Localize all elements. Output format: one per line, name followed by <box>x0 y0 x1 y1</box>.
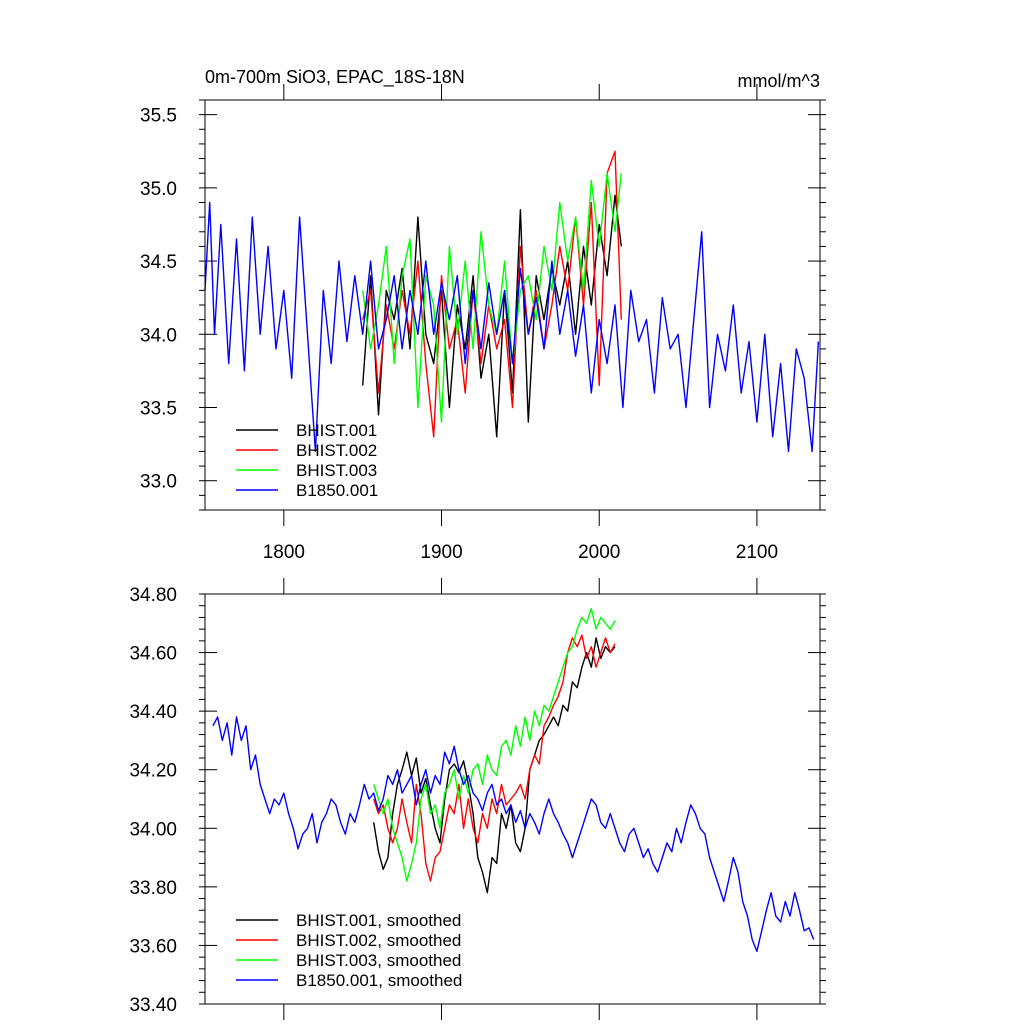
top-y-tick-label: 35.5 <box>140 106 177 127</box>
top-chart-title: 0m-700m SiO3, EPAC_18S-18N <box>205 67 465 88</box>
top-legend-label: B1850.001 <box>296 481 378 500</box>
top-y-tick-label: 33.0 <box>140 472 177 493</box>
top-legend-label: BHIST.002 <box>296 441 377 460</box>
top-panel: 0m-700m SiO3, EPAC_18S-18N mmol/m^3 33.0… <box>140 67 826 563</box>
top-x-tick-label: 1900 <box>420 542 462 563</box>
bottom-legend-label: B1850.001, smoothed <box>296 971 462 990</box>
top-x-tick-label: 2000 <box>578 542 620 563</box>
bottom-panel: 33.40 33.60 33.80 34.00 34.20 34.40 34.60 34.80… <box>129 578 826 1020</box>
top-y-tick-label: 34.5 <box>140 252 177 273</box>
bottom-y-tick-label: 34.00 <box>129 819 177 840</box>
bottom-series-line-b1850-001 <box>212 716 815 952</box>
top-legend-label: BHIST.001 <box>296 421 377 440</box>
bottom-y-tick-label: 34.20 <box>129 761 177 782</box>
bottom-y-tick-label: 33.60 <box>129 936 177 957</box>
bottom-series-line-bhist-001 <box>373 637 616 894</box>
top-y-tick-label: 35.0 <box>140 179 177 200</box>
bottom-y-tick-label: 33.40 <box>129 995 177 1016</box>
top-ticks: 33.0 33.5 34.0 34.5 35.0 35.5 1800 1900 2000 2100 <box>140 84 826 563</box>
bottom-legend-label: BHIST.003, smoothed <box>296 951 461 970</box>
top-x-tick-label: 2100 <box>736 542 778 563</box>
bottom-y-tick-label: 33.80 <box>129 878 177 899</box>
top-series-line-bhist-003 <box>362 172 622 423</box>
bottom-series-group <box>212 607 815 952</box>
bottom-series-line-bhist-003 <box>373 607 616 882</box>
top-plot-frame <box>204 99 821 511</box>
top-series-line-b1850-001 <box>204 201 820 453</box>
bottom-ticks: 33.40 33.60 33.80 34.00 34.20 34.40 34.60 34.80 <box>129 578 826 1020</box>
bottom-legend-label: BHIST.001, smoothed <box>296 911 461 930</box>
top-series-group <box>204 150 820 453</box>
bottom-series-line-bhist-002 <box>373 634 616 882</box>
top-chart-units: mmol/m^3 <box>738 71 820 91</box>
bottom-y-tick-label: 34.80 <box>129 585 177 606</box>
bottom-plot-frame <box>204 593 821 1005</box>
top-series-line-bhist-002 <box>362 150 622 438</box>
top-y-tick-label: 34.0 <box>140 325 177 346</box>
bottom-legend-label: BHIST.002, smoothed <box>296 931 461 950</box>
bottom-y-tick-label: 34.40 <box>129 702 177 723</box>
bottom-y-tick-label: 34.60 <box>129 644 177 665</box>
top-x-tick-label: 1800 <box>263 542 305 563</box>
top-y-tick-label: 33.5 <box>140 399 177 420</box>
top-legend-label: BHIST.003 <box>296 461 377 480</box>
